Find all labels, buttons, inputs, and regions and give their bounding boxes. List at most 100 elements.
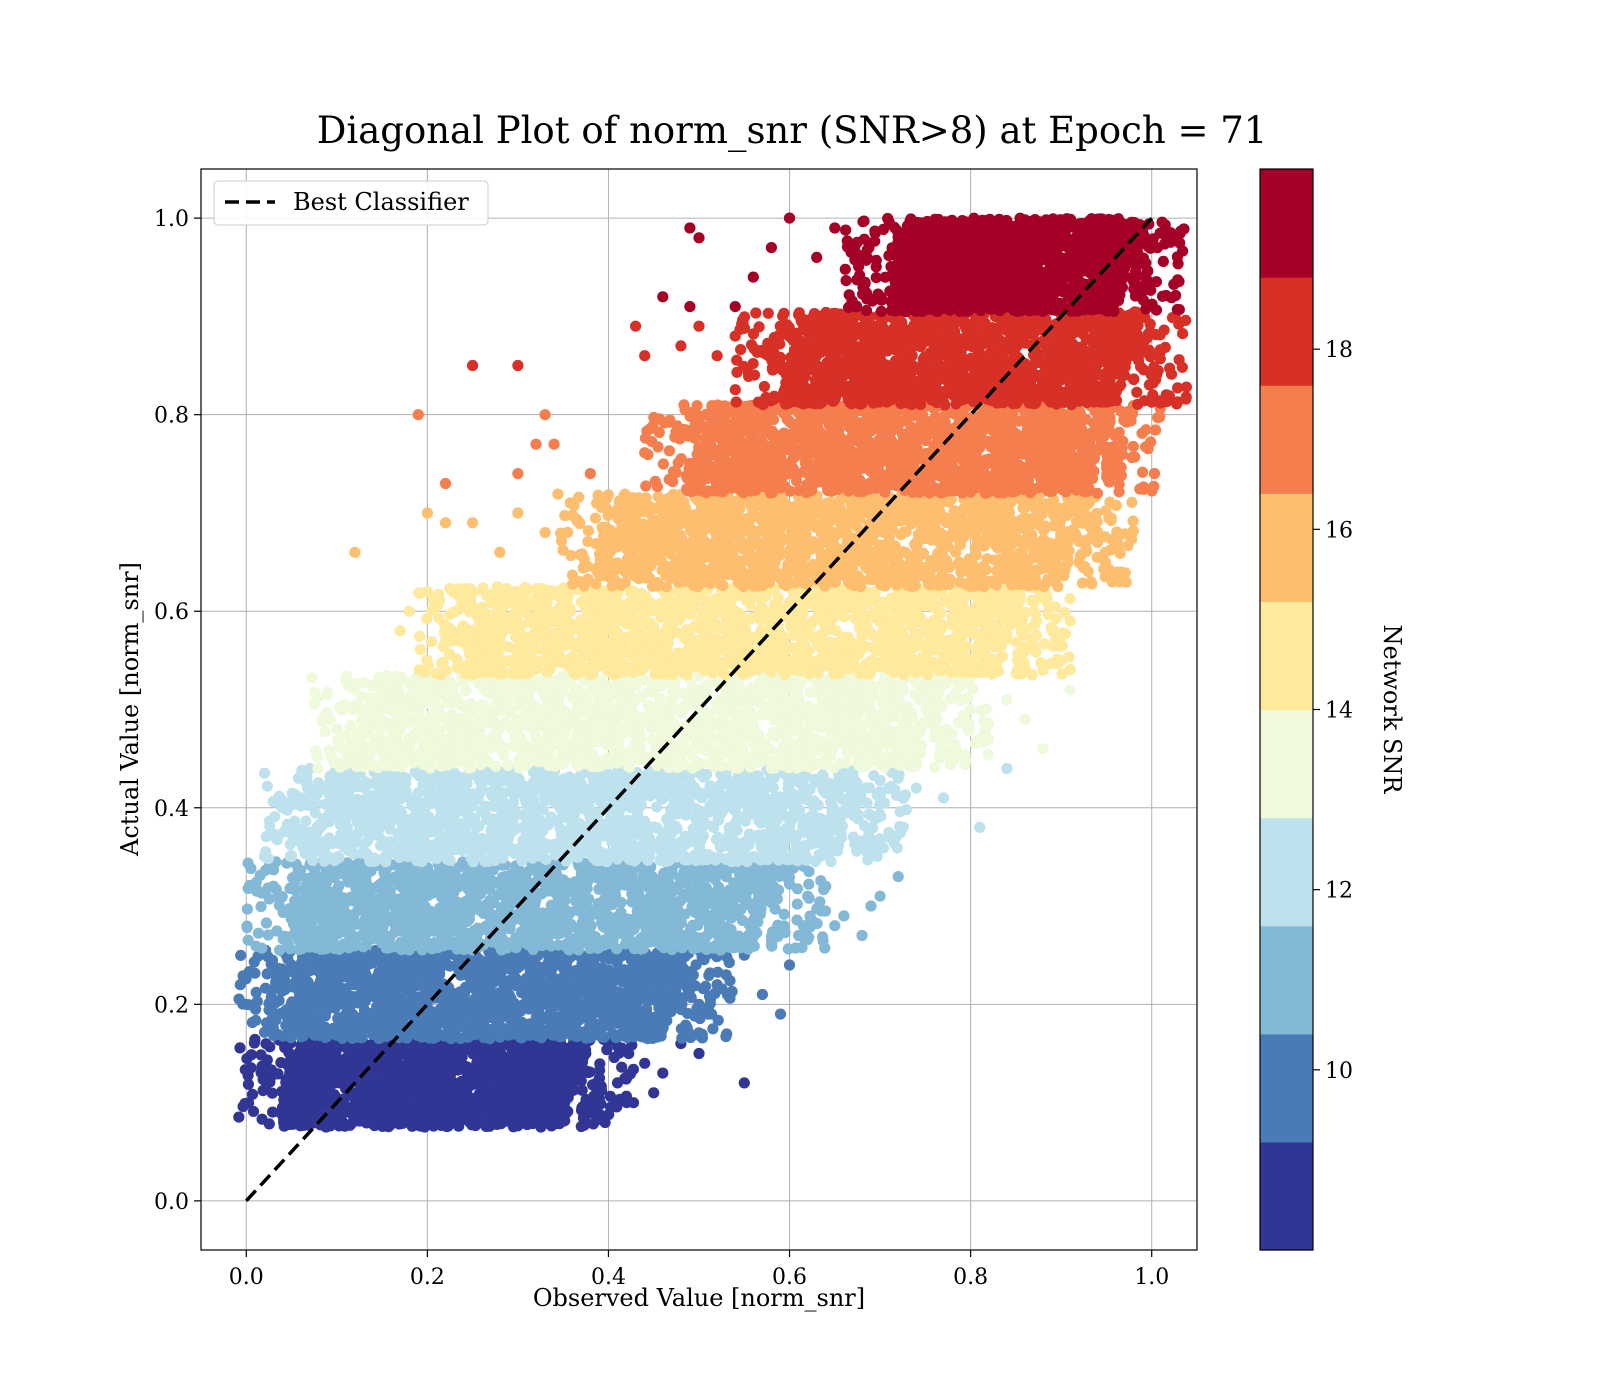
scatter-point [484, 1033, 496, 1045]
scatter-point [439, 892, 451, 904]
scatter-point [755, 904, 767, 917]
scatter-point [539, 1013, 551, 1025]
scatter-point [637, 931, 649, 943]
scatter-point [829, 920, 841, 932]
scatter-point [502, 963, 514, 975]
scatter-point [331, 1060, 343, 1072]
scatter-point [294, 1120, 306, 1132]
scatter-point [504, 1070, 516, 1082]
scatter-point [482, 974, 494, 986]
scatter-point [574, 883, 586, 895]
scatter-point [562, 1091, 574, 1104]
scatter-point [263, 893, 275, 905]
scatter-point [343, 859, 355, 871]
scatter-point [686, 866, 698, 879]
scatter-point [452, 1091, 464, 1103]
scatter-point [578, 1119, 590, 1131]
scatter-point [692, 941, 704, 954]
scatter-point [245, 862, 257, 875]
scatter-point [264, 1041, 276, 1053]
scatter-point [352, 905, 364, 917]
scatter-point [344, 1010, 356, 1023]
scatter-point [534, 962, 546, 974]
scatter-point [563, 944, 575, 956]
scatter-point [364, 1111, 376, 1123]
scatter-point [470, 1097, 482, 1109]
scatter-point [323, 1120, 335, 1132]
scatter-point [806, 914, 818, 926]
scatter-point [234, 1042, 246, 1054]
scatter-point [425, 981, 437, 993]
scatter-point [477, 1088, 489, 1100]
scatter-point [820, 880, 832, 893]
scatter-point [383, 1121, 395, 1133]
scatter-point [576, 1061, 588, 1073]
scatter-point [433, 1047, 445, 1059]
scatter-point [419, 919, 431, 931]
scatter-point [655, 983, 667, 996]
scatter-point [391, 1076, 403, 1088]
scatter-point [547, 1095, 559, 1107]
scatter-point [578, 917, 590, 929]
scatter-point [383, 877, 395, 889]
scatter-point [742, 943, 754, 955]
scatter-point [622, 932, 634, 944]
scatter-point [500, 986, 512, 998]
scatter-point [474, 904, 486, 916]
scatter-point [616, 1030, 629, 1042]
scatter-point [343, 927, 355, 939]
scatter-point [551, 928, 564, 940]
scatter-point [270, 976, 282, 988]
scatter-point [773, 865, 786, 877]
scatter-point [413, 1096, 425, 1108]
scatter-point [743, 929, 755, 941]
scatter-point [590, 1077, 602, 1089]
scatter-point [464, 1014, 476, 1026]
scatter-point [263, 1004, 275, 1016]
scatter-point [436, 1006, 448, 1018]
scatter-point [566, 1011, 578, 1023]
scatter-point [319, 933, 331, 945]
scatter-point [251, 885, 263, 897]
scatter-point [553, 1014, 565, 1026]
scatter-point [505, 1006, 517, 1018]
scatter-point [545, 981, 557, 993]
scatter-point [430, 1031, 443, 1043]
scatter-point [322, 1091, 334, 1103]
scatter-point [440, 938, 452, 951]
scatter-point [672, 884, 684, 896]
scatter-point [258, 1026, 271, 1038]
scatter-point [639, 1057, 651, 1069]
scatter-point [377, 886, 389, 898]
scatter-point [265, 1071, 277, 1083]
scatter-point [704, 993, 717, 1005]
scatter-point [562, 1054, 574, 1066]
scatter-point [485, 1108, 498, 1120]
scatter-point [323, 1043, 335, 1055]
scatter-point [534, 1091, 546, 1103]
scatter-point [697, 864, 709, 876]
scatter-point [774, 1008, 787, 1020]
scatter-point [617, 1017, 629, 1029]
scatter-point [333, 1120, 345, 1132]
scatter-point [365, 865, 377, 877]
scatter-point [320, 911, 332, 923]
scatter-point [633, 955, 645, 967]
scatter-point [450, 1024, 462, 1036]
scatter-point [524, 1091, 536, 1103]
scatter-point [480, 920, 492, 932]
scatter-point [611, 1077, 624, 1089]
scatter-point [658, 935, 670, 947]
scatter-point [241, 1053, 253, 1065]
scatter-point [304, 1073, 316, 1085]
scatter-point [535, 888, 547, 900]
scatter-point [621, 867, 633, 879]
scatter-point [496, 1022, 509, 1034]
scatter-point [702, 1008, 714, 1020]
scatter-point [615, 994, 627, 1006]
scatter-point [458, 988, 471, 1000]
scatter-point [585, 983, 597, 995]
scatter-point [276, 891, 288, 903]
scatter-point [724, 924, 737, 936]
